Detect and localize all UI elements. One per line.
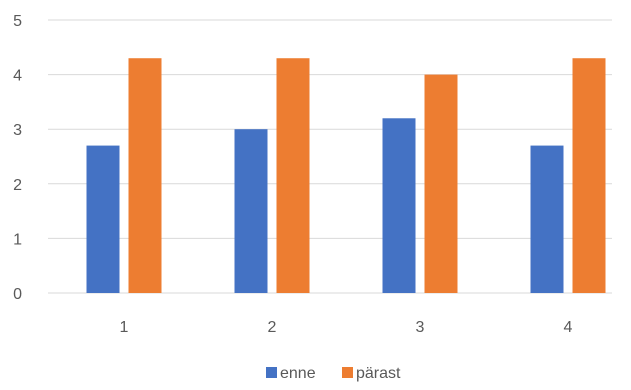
legend-swatch-enne <box>266 367 277 378</box>
y-tick-label: 4 <box>13 68 22 85</box>
bar-pärast-2 <box>276 58 310 293</box>
y-tick-label: 0 <box>13 286 22 303</box>
legend-label-enne: enne <box>280 365 316 382</box>
x-tick-label: 2 <box>268 319 277 336</box>
y-tick-label: 2 <box>13 177 22 194</box>
y-tick-label: 3 <box>13 122 22 139</box>
bar-enne-4 <box>530 145 564 293</box>
y-tick-label: 1 <box>13 231 22 248</box>
y-tick-label: 5 <box>13 13 22 30</box>
x-tick-label: 1 <box>120 319 129 336</box>
legend: enne pärast <box>266 365 401 382</box>
x-axis-tick-labels: 1 2 3 4 <box>120 319 573 336</box>
y-axis-tick-labels: 0 1 2 3 4 5 <box>13 13 22 303</box>
bar-enne-1 <box>86 145 120 293</box>
bar-enne-2 <box>234 129 268 293</box>
bar-pärast-4 <box>572 58 606 293</box>
bar-enne-3 <box>382 118 416 293</box>
bars <box>86 58 606 293</box>
bar-pärast-3 <box>424 74 458 293</box>
legend-label-pärast: pärast <box>356 365 401 382</box>
legend-swatch-pärast <box>342 367 353 378</box>
bar-pärast-1 <box>128 58 162 293</box>
x-tick-label: 4 <box>564 319 573 336</box>
x-tick-label: 3 <box>416 319 425 336</box>
